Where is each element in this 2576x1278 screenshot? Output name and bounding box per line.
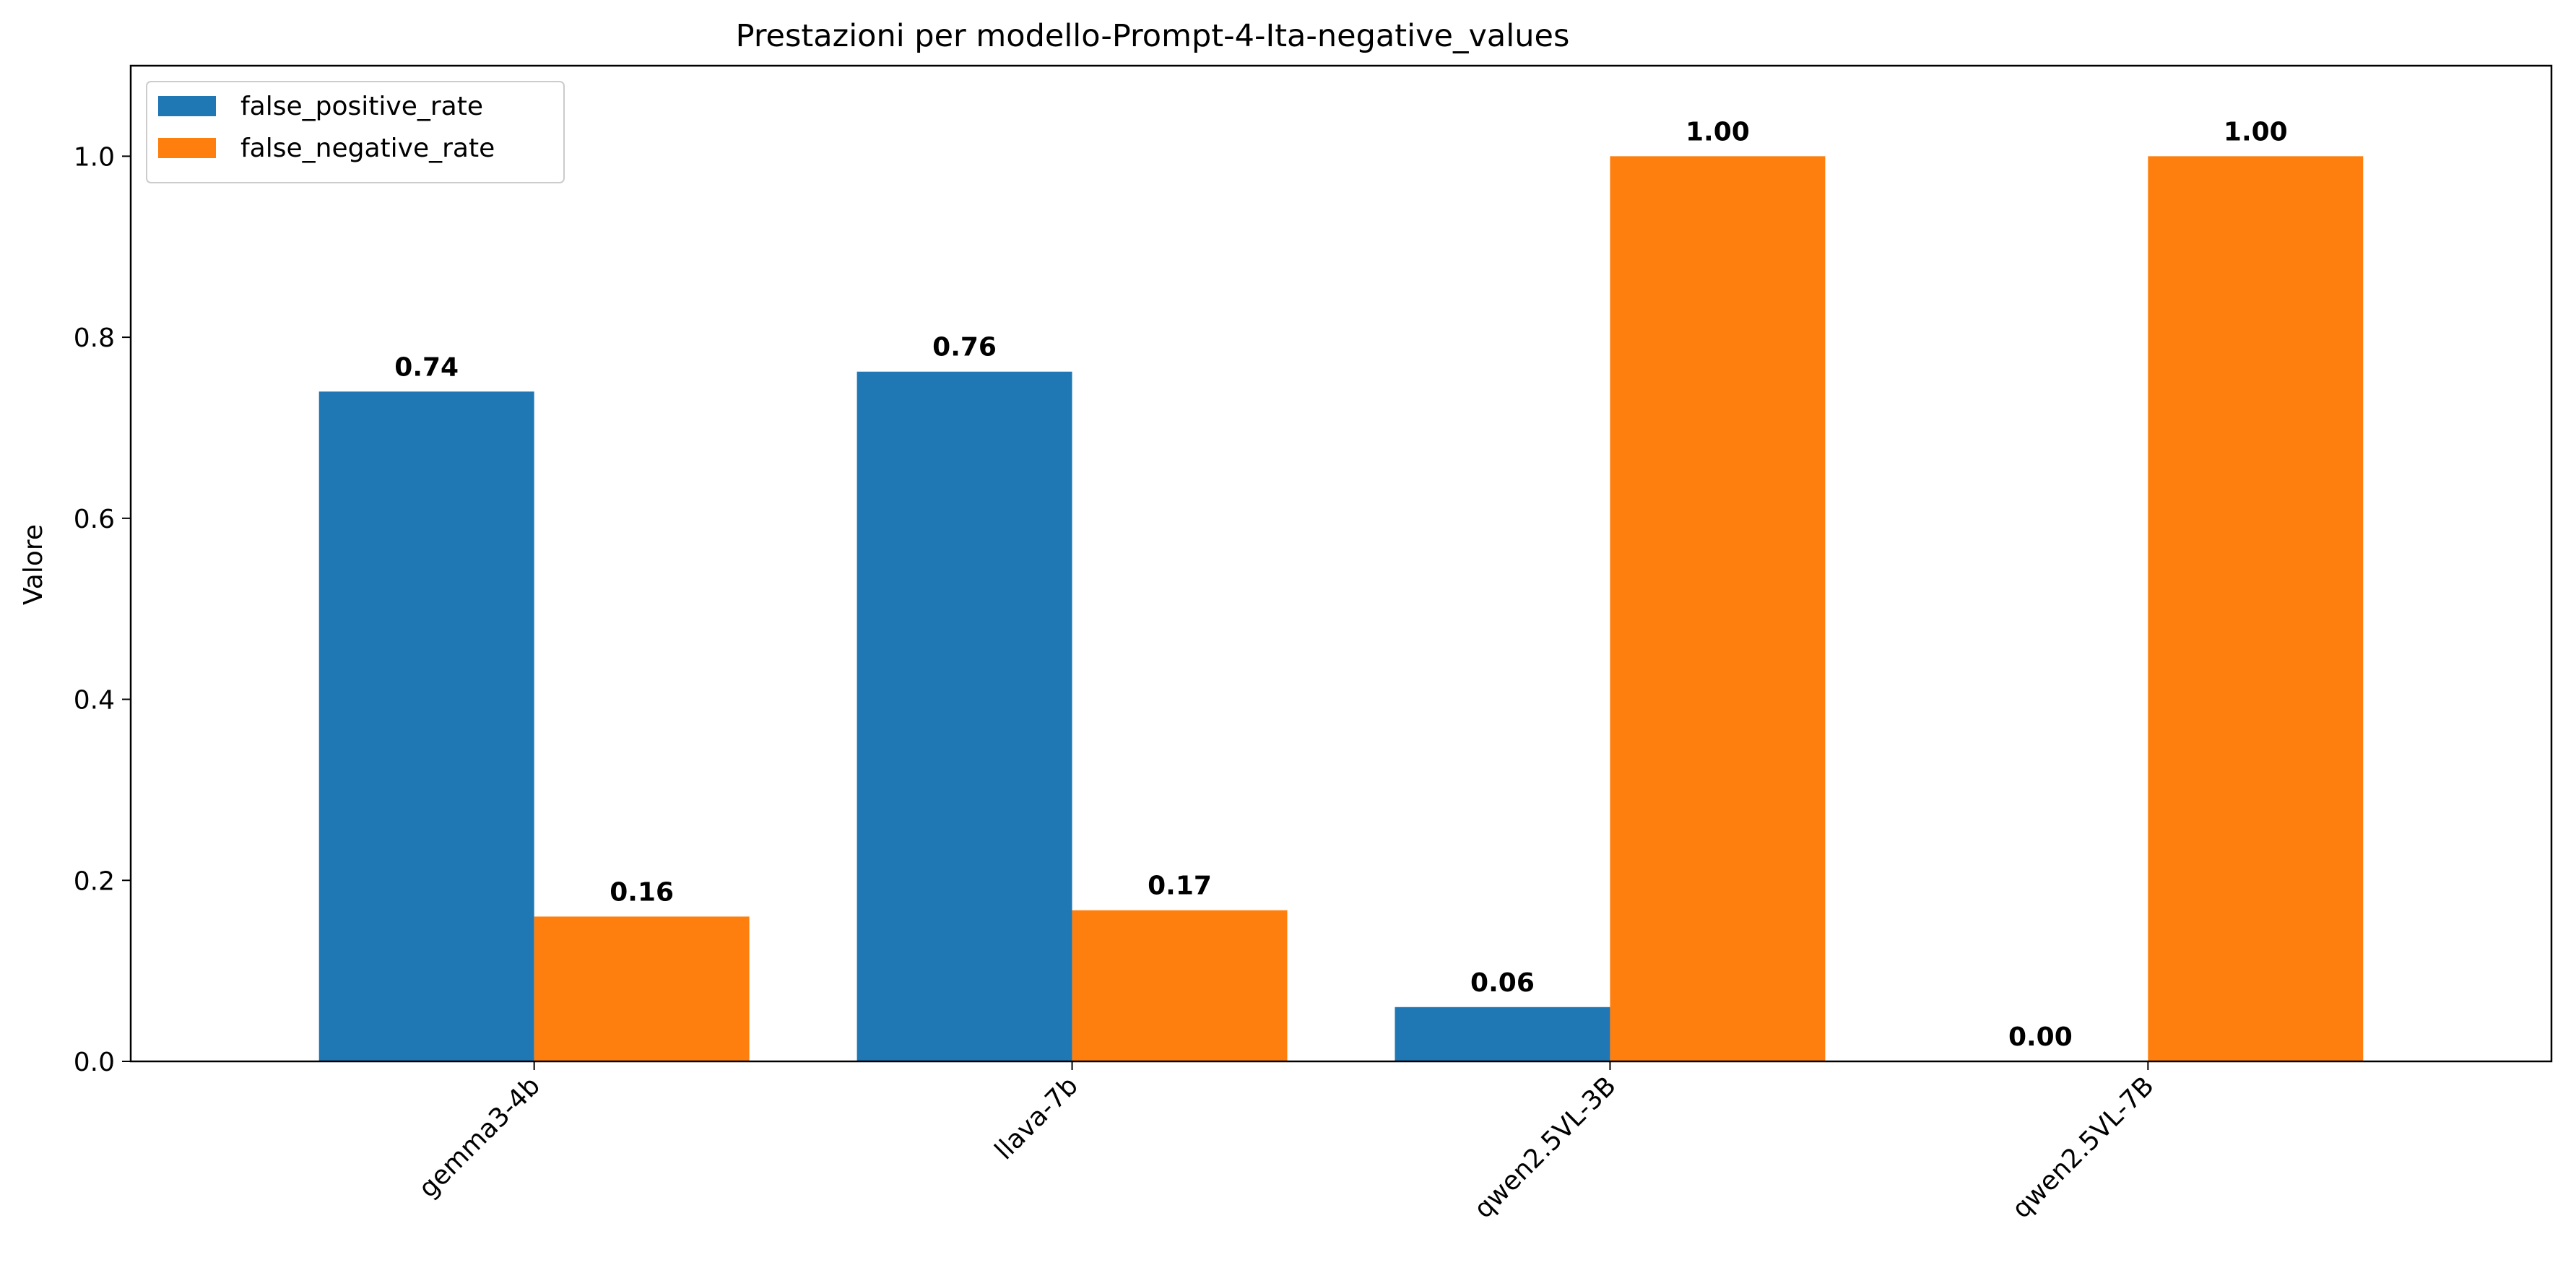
data-label-false_positive_rate-gemma3-4b: 0.74 [394,352,459,382]
y-tick-label: 0.4 [74,686,115,716]
plot-frame [129,64,2553,1063]
bar-false_negative_rate-gemma3-4b [534,916,750,1061]
bar-false_positive_rate-qwen2.5VL-3B [1395,1007,1610,1061]
data-label-false_positive_rate-llava-7b: 0.76 [932,333,997,362]
legend-box [146,81,565,183]
bar-false_positive_rate-llava-7b [857,371,1072,1061]
data-label-false_negative_rate-gemma3-4b: 0.16 [610,877,674,907]
x-tick-label: qwen2.5VL-7B [2006,1071,2159,1224]
data-label-false_negative_rate-qwen2.5VL-3B: 1.00 [1686,117,1750,147]
data-label-false_negative_rate-llava-7b: 0.17 [1148,871,1212,901]
y-tick-label: 1.0 [74,142,115,172]
x-tick-label: llava-7b [989,1071,1084,1165]
data-label-false_positive_rate-qwen2.5VL-7B: 0.00 [2008,1022,2073,1052]
legend-swatch-false_negative_rate [158,138,216,158]
bars-group [318,156,2364,1061]
legend-label-false_positive_rate: false_positive_rate [240,92,483,121]
data-label-false_negative_rate-qwen2.5VL-7B: 1.00 [2224,117,2288,147]
bar-false_negative_rate-qwen2.5VL-7B [2148,156,2364,1061]
chart-title: Prestazioni per modello-Prompt-4-Ita-neg… [736,18,1570,54]
data-label-false_positive_rate-qwen2.5VL-3B: 0.06 [1470,968,1535,998]
legend-label-false_negative_rate: false_negative_rate [240,134,495,163]
y-axis: 0.0 0.2 0.4 0.6 0.8 1.0 [74,142,131,1077]
bar-false_positive_rate-gemma3-4b [318,391,534,1061]
x-tick-label: qwen2.5VL-3B [1469,1071,1622,1224]
x-axis: gemma3-4b llava-7b qwen2.5VL-3B qwen2.5VL-7… [413,1061,2160,1225]
y-axis-label: Valore [19,524,48,605]
y-tick-label: 0.8 [74,323,115,353]
x-tick-label: gemma3-4b [413,1071,546,1204]
legend: false_positive_rate false_negative_rate [146,81,565,183]
y-tick-label: 0.6 [74,505,115,534]
legend-swatch-false_positive_rate [158,96,216,116]
y-tick-label: 0.2 [74,866,115,896]
data-labels-group: 0.74 0.16 0.76 0.17 0.06 1.00 0.00 1.00 [394,117,2287,1052]
bar-false_negative_rate-qwen2.5VL-3B [1610,156,1826,1061]
y-tick-label: 0.0 [74,1048,115,1077]
bar-false_negative_rate-llava-7b [1072,910,1288,1061]
